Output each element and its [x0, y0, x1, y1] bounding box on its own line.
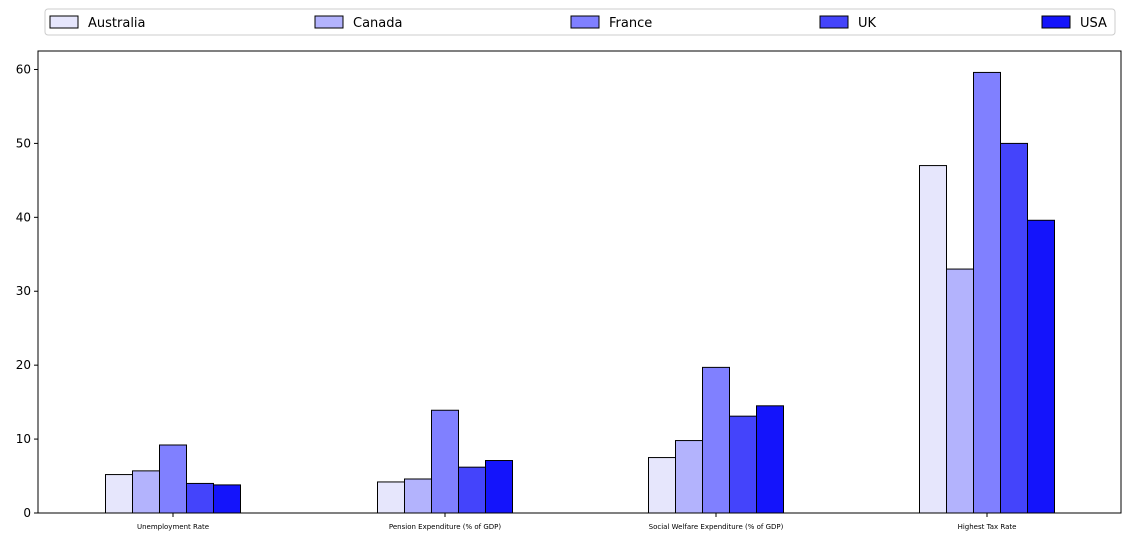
- legend-label-usa: USA: [1080, 16, 1107, 31]
- axes: 0 10 20 30 40 50 60 Unemployment Rate Pension Ex…: [16, 50, 1122, 531]
- bar-france-0: [159, 444, 187, 514]
- bar-usa-0: [213, 484, 241, 514]
- legend-label-uk: UK: [858, 16, 877, 31]
- bar-france-1: [431, 409, 459, 514]
- x-tick-label: Highest Tax Rate: [958, 523, 1017, 531]
- legend-swatch-australia: [49, 15, 79, 29]
- bar-usa-1: [485, 460, 513, 514]
- plot-frame: [37, 50, 1122, 514]
- x-tick-label: Unemployment Rate: [137, 523, 209, 531]
- legend-swatch-canada: [314, 15, 344, 29]
- y-tick-label: 20: [16, 358, 31, 372]
- bars: [105, 71, 1055, 514]
- legend-label-canada: Canada: [353, 16, 402, 31]
- bar-france-2: [702, 366, 730, 514]
- bar-usa-3: [1027, 219, 1055, 514]
- y-tick-label: 50: [16, 136, 31, 150]
- bar-australia-2: [648, 457, 676, 514]
- legend-label-australia: Australia: [88, 16, 146, 31]
- bar-australia-1: [377, 481, 405, 514]
- legend: Australia Canada France UK USA: [44, 8, 1116, 36]
- y-tick-label: 60: [16, 62, 31, 76]
- y-tick-label: 10: [16, 432, 31, 446]
- bar-canada-3: [946, 268, 974, 514]
- legend-swatch-france: [570, 15, 600, 29]
- bar-uk-3: [1000, 142, 1028, 514]
- bar-canada-2: [675, 440, 703, 514]
- y-tick-label: 40: [16, 210, 31, 224]
- bar-france-3: [973, 71, 1001, 514]
- legend-swatch-usa: [1041, 15, 1071, 29]
- legend-swatch-uk: [819, 15, 849, 29]
- bar-canada-1: [404, 478, 432, 514]
- bar-canada-0: [132, 470, 160, 514]
- bar-uk-0: [186, 482, 214, 514]
- legend-label-france: France: [609, 16, 652, 31]
- bar-uk-1: [458, 466, 486, 514]
- y-tick-label: 30: [16, 284, 31, 298]
- x-tick-label: Pension Expenditure (% of GDP): [389, 523, 501, 531]
- bar-uk-2: [729, 415, 757, 514]
- bar-australia-3: [919, 165, 947, 514]
- y-tick-label: 0: [23, 506, 31, 520]
- bar-usa-2: [756, 405, 784, 514]
- x-tick-label: Social Welfare Expenditure (% of GDP): [649, 523, 784, 531]
- bar-australia-0: [105, 474, 133, 514]
